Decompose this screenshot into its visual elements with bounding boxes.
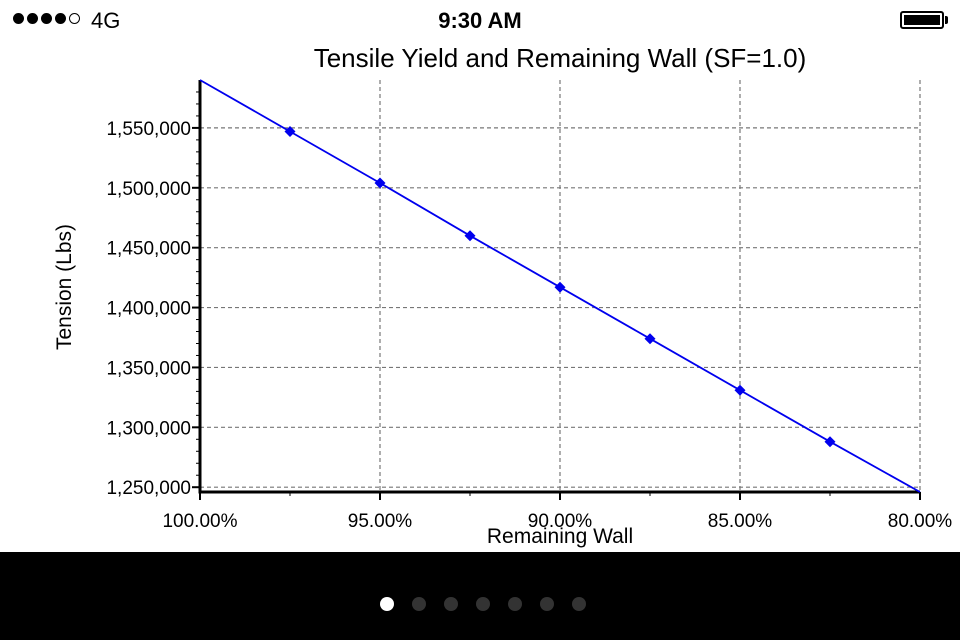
page-dot[interactable] <box>380 597 394 611</box>
x-tick-label: 85.00% <box>708 511 773 532</box>
status-time: 9:30 AM <box>438 8 522 33</box>
signal-dot <box>27 13 38 24</box>
signal-dot <box>69 13 80 24</box>
y-tick-label: 1,550,000 <box>106 119 191 140</box>
y-tick-label: 1,500,000 <box>106 179 191 200</box>
y-tick-label: 1,450,000 <box>106 239 191 260</box>
signal-dot <box>41 13 52 24</box>
bottom-bar <box>0 552 960 640</box>
y-tick-label: 1,400,000 <box>106 299 191 320</box>
data-point-marker <box>374 177 386 189</box>
battery-tip <box>945 16 948 24</box>
signal-strength-icon <box>13 13 80 24</box>
data-point-marker <box>734 384 746 396</box>
page-dot[interactable] <box>476 597 490 611</box>
x-tick-label: 80.00% <box>888 511 953 532</box>
page-dot[interactable] <box>508 597 522 611</box>
data-point-marker <box>464 230 476 242</box>
page-dot[interactable] <box>540 597 554 611</box>
page-dot[interactable] <box>572 597 586 611</box>
chart-plot: 1,250,000 1,300,000 1,350,000 1,400,000 1,45… <box>106 79 953 532</box>
battery-icon <box>900 11 944 29</box>
x-tick-label: 95.00% <box>348 511 413 532</box>
battery-level <box>904 15 940 25</box>
y-tick-label: 1,300,000 <box>106 418 191 439</box>
x-axis-label: Remaining Wall <box>486 525 634 548</box>
page-dot[interactable] <box>412 597 426 611</box>
carrier-label: 4G <box>91 8 121 33</box>
x-tick-label: 90.00% <box>528 511 593 532</box>
data-point-marker <box>824 436 836 448</box>
signal-dot <box>55 13 66 24</box>
chart-title: Tensile Yield and Remaining Wall (SF=1.0… <box>313 43 807 73</box>
status-bar: 4G 9:30 AM <box>0 0 960 40</box>
page-dot[interactable] <box>444 597 458 611</box>
y-axis-label: Tension (Lbs) <box>53 223 76 351</box>
page-indicator[interactable] <box>0 597 960 611</box>
y-tick-label: 1,250,000 <box>106 478 191 499</box>
data-point-marker <box>554 281 566 293</box>
data-point-marker <box>284 126 296 137</box>
data-point-marker <box>644 333 656 345</box>
y-tick-label: 1,350,000 <box>106 358 191 379</box>
x-tick-label: 100.00% <box>162 511 237 532</box>
signal-dot <box>13 13 24 24</box>
